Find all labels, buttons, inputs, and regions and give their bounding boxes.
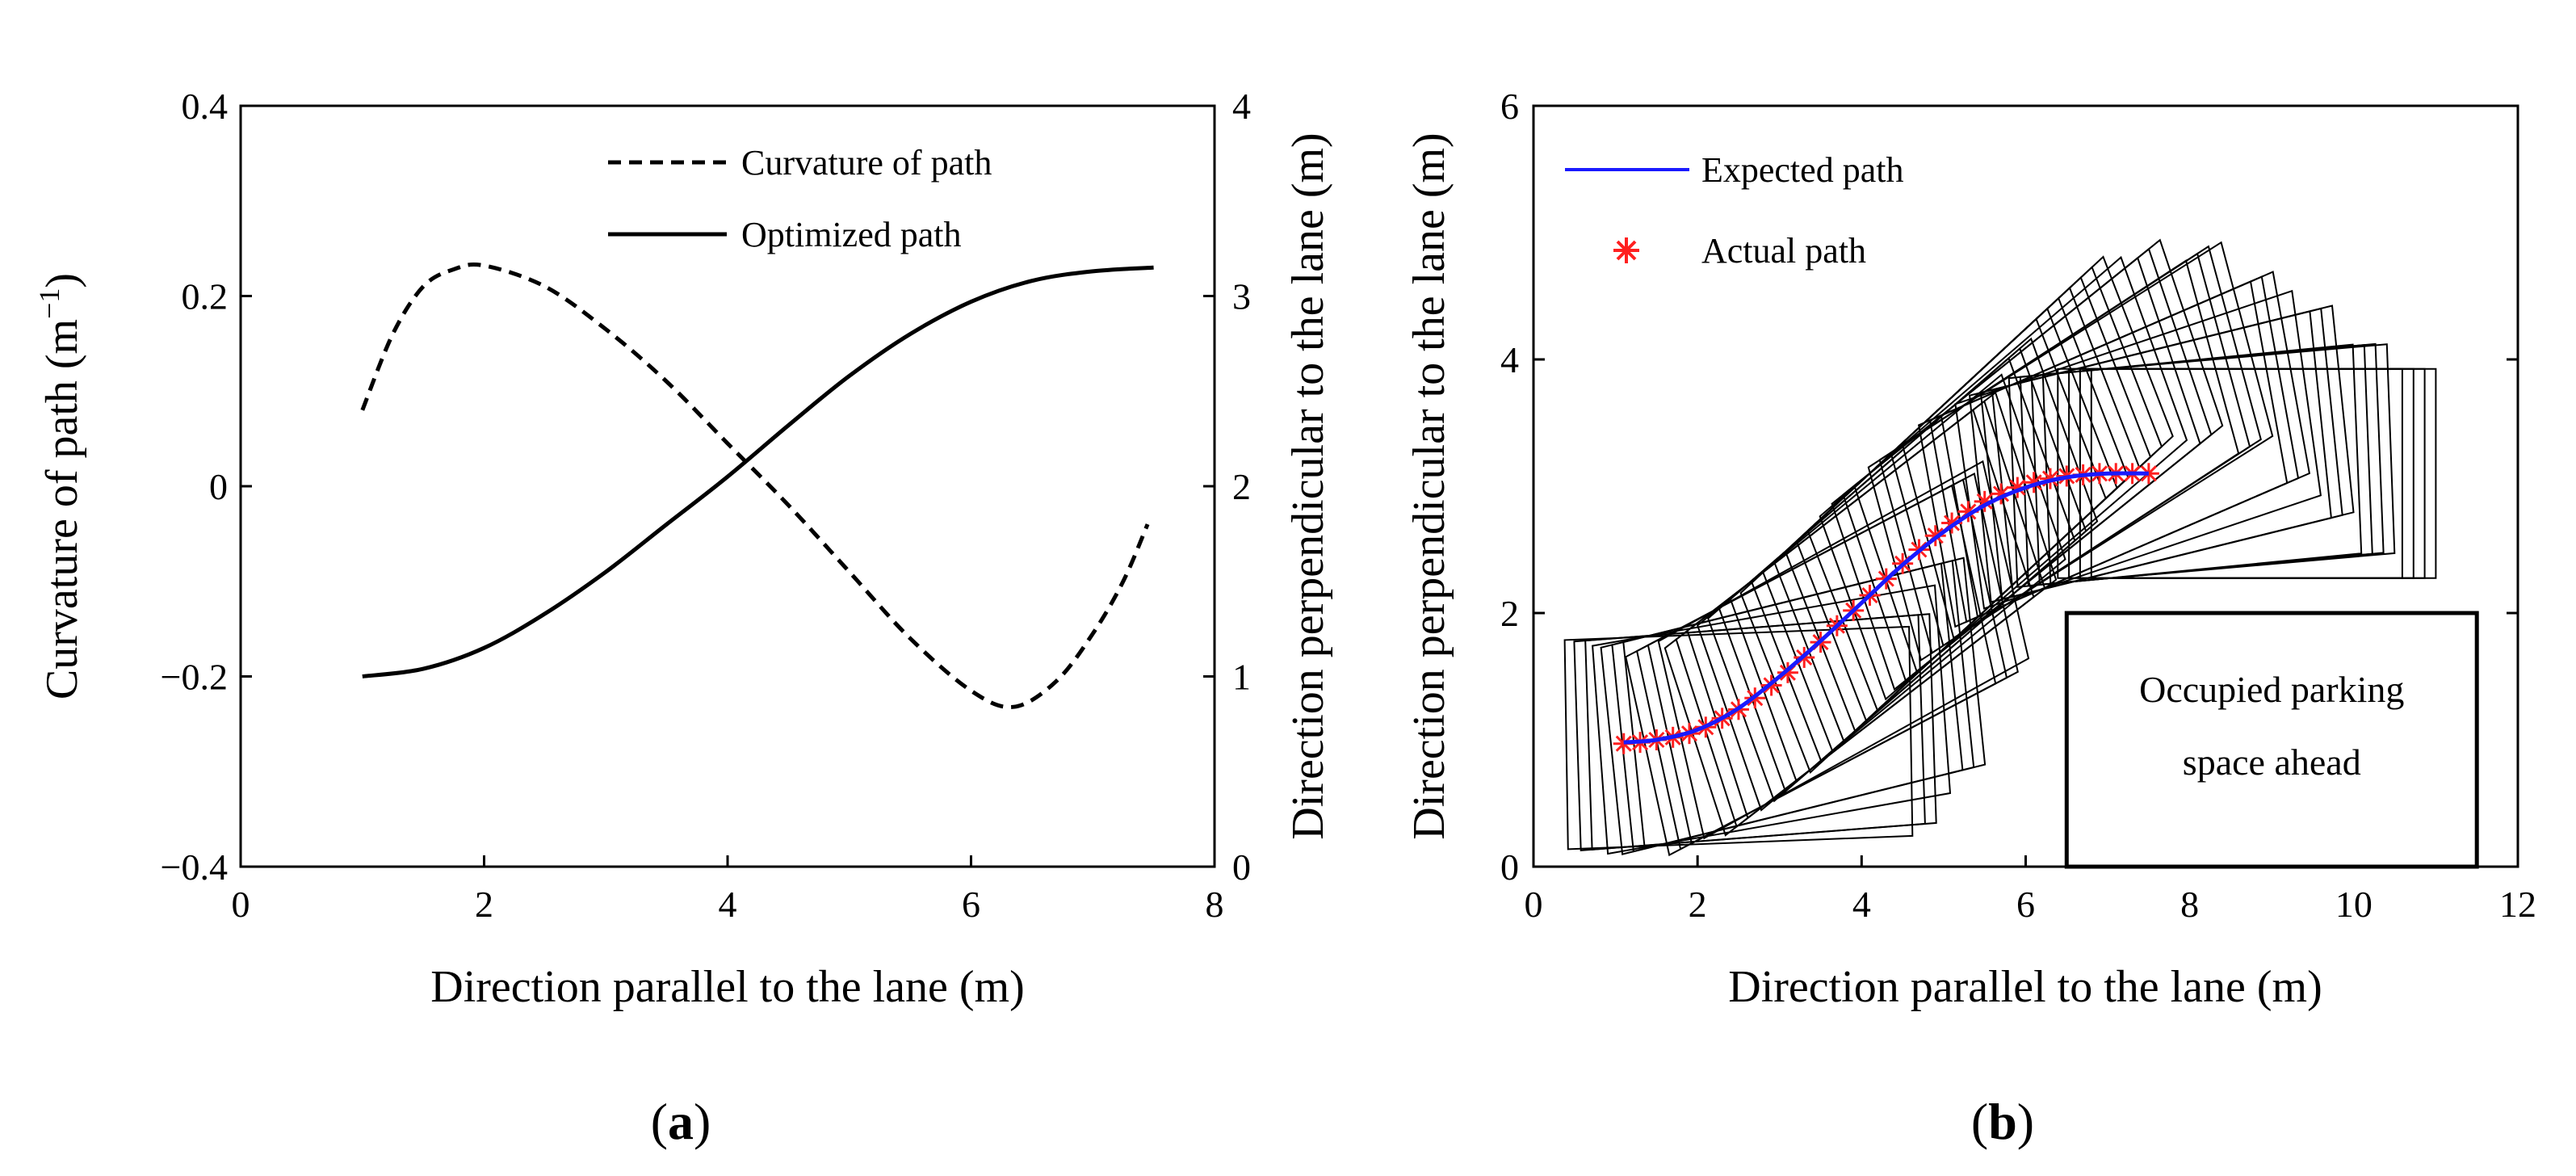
vehicle-footprint (1622, 556, 1987, 850)
vehicle-footprint (1697, 373, 2066, 812)
x-tick-label: 8 (2180, 884, 2199, 925)
legend-actual-label: Actual path (1701, 231, 1866, 271)
vehicle-footprint (1657, 460, 2030, 840)
vehicle-footprint (1890, 245, 2262, 647)
panel-a-x-axis-label: Direction parallel to the lane (m) (430, 962, 1024, 1012)
right-y-tick-label: 0 (1232, 846, 1251, 888)
x-tick-label: 2 (475, 884, 493, 925)
series-optimized-path (362, 265, 1154, 678)
panel-a: 0 2 4 6 8 0.4 0.2 0 −0.2 −0.4 4 3 2 1 0 Curvature of… (33, 86, 1333, 1150)
vehicle-footprint (1954, 289, 2322, 610)
left-y-tick-label: 0.4 (182, 86, 229, 127)
legend-expected-label: Expected path (1701, 150, 1903, 190)
x-tick-label: 0 (1525, 884, 1543, 925)
left-y-tick-label: 0 (209, 466, 228, 507)
vehicle-footprint (1592, 584, 1952, 855)
y-tick-label: 4 (1500, 339, 1519, 380)
panel-b-legend: Expected path Actual path (1565, 150, 1903, 271)
legend-actual-marker (1613, 237, 1639, 263)
left-y-tick-label: −0.2 (161, 657, 228, 698)
vehicle-footprint (2090, 368, 2437, 579)
x-tick-label: 2 (1689, 884, 1707, 925)
vehicle-footprint (2019, 344, 2373, 587)
panel-a-plot-frame (239, 104, 1216, 868)
vehicle-footprint (1819, 255, 2188, 701)
vehicle-footprint (1940, 271, 2311, 619)
vehicle-footprint (1991, 304, 2355, 598)
actual-path-point (2007, 477, 2028, 498)
occupied-parking-box (2064, 611, 2479, 869)
x-tick-label: 6 (962, 884, 980, 925)
vehicle-footprint (1584, 613, 1937, 850)
panel-b-caption: (b) (1971, 1093, 2034, 1150)
left-y-tick-label: 0.2 (182, 276, 229, 317)
legend-curvature-label: Curvature of path (741, 143, 992, 183)
x-tick-label: 8 (1206, 884, 1224, 925)
panel-a-legend: Curvature of path Optimized path (608, 143, 992, 254)
vehicle-footprints (1563, 238, 2437, 857)
vehicle-footprint (1853, 238, 2224, 673)
series-expected-path (1623, 471, 2149, 745)
vehicle-footprint (2008, 343, 2363, 588)
panel-a-left-y-axis-label: Curvature of path (m−1) (33, 273, 87, 699)
series-curvature-of-path (360, 262, 1150, 709)
vehicle-footprint (1600, 562, 1964, 855)
vehicle-footprint (1647, 472, 2019, 845)
vehicle-footprint (1806, 255, 2174, 712)
vehicle-footprint (1563, 625, 1914, 850)
right-y-tick-label: 3 (1232, 276, 1251, 317)
x-tick-label: 12 (2499, 884, 2536, 925)
x-tick-label: 6 (2016, 884, 2035, 925)
vehicle-footprint (2041, 343, 2396, 585)
occupied-parking-label-line1: Occupied parking (2139, 669, 2404, 710)
y-tick-label: 6 (1500, 86, 1519, 127)
legend-optimized-label: Optimized path (741, 215, 962, 254)
vehicle-footprint (1867, 259, 2240, 662)
x-tick-label: 4 (1852, 884, 1871, 925)
panel-a-caption: (a) (651, 1093, 711, 1150)
panel-b-x-axis-label: Direction parallel to the lane (m) (1728, 962, 2322, 1012)
x-tick-label: 10 (2335, 884, 2373, 925)
y-tick-label: 0 (1500, 846, 1519, 888)
panel-b: 0 2 4 6 8 10 12 6 4 2 0 Occupied parking space ahe… (1404, 86, 2536, 1150)
x-tick-label: 4 (719, 884, 737, 925)
x-tick-label: 0 (232, 884, 250, 925)
occupied-parking-label-line2: space ahead (2183, 741, 2361, 783)
right-y-tick-label: 2 (1232, 466, 1251, 507)
panel-a-right-y-axis-label: Direction perpendicular to the lane (m) (1283, 132, 1333, 839)
right-y-tick-label: 4 (1232, 86, 1251, 127)
y-tick-label: 2 (1500, 593, 1519, 634)
vehicle-footprint (1729, 337, 2099, 783)
panel-b-y-axis-label: Direction perpendicular to the lane (m) (1404, 132, 1454, 839)
left-y-tick-label: −0.4 (161, 846, 228, 888)
right-y-tick-label: 1 (1232, 657, 1251, 698)
vehicle-footprint (1901, 241, 2274, 640)
